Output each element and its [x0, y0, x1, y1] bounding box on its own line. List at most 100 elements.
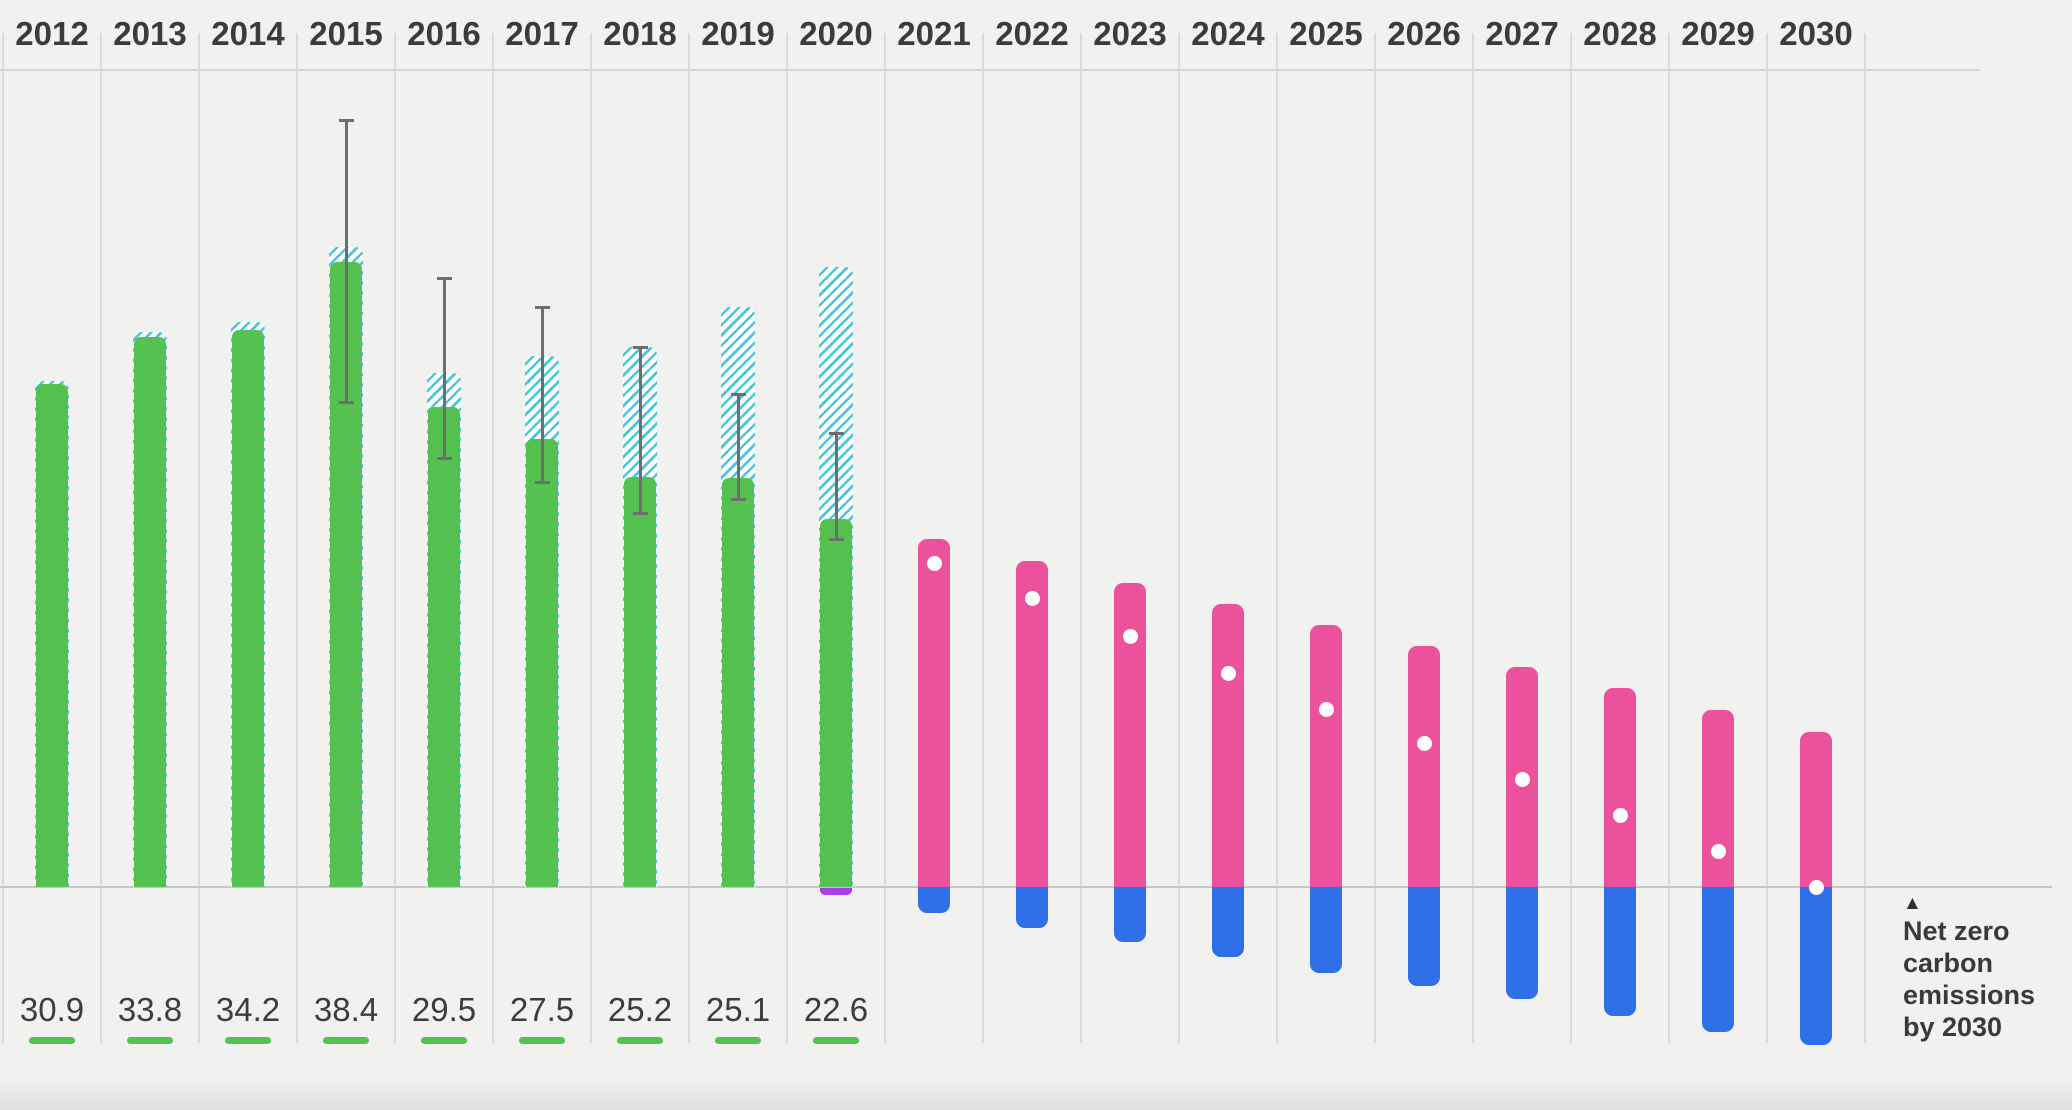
historical-emissions-bar	[134, 336, 166, 887]
error-whisker-cap-top	[338, 119, 354, 123]
projected-emissions-bar	[918, 538, 950, 887]
net-emissions-dot	[926, 555, 942, 571]
net-emissions-dot	[1514, 772, 1530, 788]
projected-emissions-bar	[1212, 603, 1244, 887]
error-whisker-cap-bottom	[534, 481, 550, 485]
year-label-2027: 2027	[1485, 15, 1559, 52]
historical-emissions-bar	[722, 478, 754, 887]
year-label-2013: 2013	[113, 15, 187, 52]
historical-emissions-bar	[820, 519, 852, 887]
year-label-2016: 2016	[407, 15, 481, 52]
net-emissions-dot	[1808, 879, 1824, 895]
error-whisker	[344, 120, 348, 404]
error-whisker	[638, 346, 642, 515]
annotation-line: emissions	[1903, 980, 2036, 1010]
column-gridline	[1766, 33, 1768, 1043]
error-whisker-cap-top	[828, 431, 844, 435]
net-emissions-dot	[1416, 736, 1432, 752]
column-gridline	[786, 33, 788, 1043]
year-label-2030: 2030	[1779, 15, 1853, 52]
value-label-2017: 27.5	[509, 991, 575, 1028]
net-emissions-dot	[1122, 628, 1138, 644]
column-gridline	[1472, 33, 1474, 1043]
annotation-line: Net zero	[1903, 916, 2010, 946]
error-whisker-cap-bottom	[632, 512, 648, 516]
error-whisker-cap-top	[632, 345, 648, 349]
historical-emissions-bar	[36, 383, 68, 887]
column-gridline	[688, 33, 690, 1043]
year-label-2012: 2012	[15, 15, 89, 52]
year-label-2014: 2014	[211, 15, 285, 52]
column-gridline	[1374, 33, 1376, 1043]
carbon-removals-bar	[1604, 887, 1636, 1016]
projected-emissions-bar	[1604, 688, 1636, 887]
value-underline	[715, 1037, 761, 1044]
value-label-2014: 34.2	[215, 991, 281, 1028]
carbon-removals-bar	[1016, 887, 1048, 928]
year-label-2022: 2022	[995, 15, 1069, 52]
error-whisker-cap-bottom	[436, 456, 452, 460]
value-underline	[617, 1037, 663, 1044]
error-whisker	[540, 307, 544, 484]
column-gridline	[1276, 33, 1278, 1043]
error-whisker	[736, 393, 740, 500]
value-label-2020: 22.6	[803, 991, 869, 1028]
value-label-2018: 25.2	[607, 991, 673, 1028]
column-gridline	[198, 33, 200, 1043]
carbon-removals-bar	[1310, 887, 1342, 974]
year-label-2015: 2015	[309, 15, 383, 52]
annotation-line: by 2030	[1903, 1012, 2003, 1042]
column-gridline	[1178, 33, 1180, 1043]
year-label-2023: 2023	[1093, 15, 1167, 52]
projected-emissions-bar	[1702, 709, 1734, 887]
carbon-removals-bar	[1212, 887, 1244, 957]
column-gridline	[1570, 33, 1572, 1043]
error-whisker-cap-bottom	[828, 538, 844, 542]
value-label-2012: 30.9	[19, 991, 85, 1028]
projected-emissions-bar	[1310, 624, 1342, 887]
column-gridline	[982, 33, 984, 1043]
error-whisker-cap-top	[534, 306, 550, 310]
annotation-line: carbon	[1903, 948, 1994, 978]
projected-emissions-bar	[1408, 646, 1440, 887]
year-label-2029: 2029	[1681, 15, 1755, 52]
net-emissions-dot	[1318, 702, 1334, 718]
net-emissions-dot	[1024, 591, 1040, 607]
column-gridline	[394, 33, 396, 1043]
value-label-2016: 29.5	[411, 991, 477, 1028]
error-whisker	[442, 278, 446, 459]
value-underline	[225, 1037, 271, 1044]
year-label-2026: 2026	[1387, 15, 1461, 52]
value-underline	[127, 1037, 173, 1044]
bottom-fade	[0, 1076, 2072, 1110]
year-label-2018: 2018	[603, 15, 677, 52]
column-gridline	[884, 33, 886, 1043]
net-emissions-dot	[1612, 807, 1628, 823]
error-whisker-cap-bottom	[730, 497, 746, 501]
carbon-removals-bar	[1702, 887, 1734, 1032]
carbon-removals-bar	[1408, 887, 1440, 987]
value-label-2019: 25.1	[705, 991, 771, 1028]
year-label-2020: 2020	[799, 15, 873, 52]
historical-emissions-bar	[624, 476, 656, 887]
triangle-up-icon: ▲	[1903, 893, 1922, 914]
error-whisker-cap-top	[436, 277, 452, 281]
value-underline	[421, 1037, 467, 1044]
year-label-2017: 2017	[505, 15, 579, 52]
annotation-net-zero: ▲ Net zero carbon emissions by 2030	[1903, 893, 2071, 1043]
value-label-2013: 33.8	[117, 991, 183, 1028]
value-underline	[29, 1037, 75, 1044]
value-underline	[813, 1037, 859, 1044]
historical-emissions-bar	[428, 406, 460, 887]
year-label-2028: 2028	[1583, 15, 1657, 52]
value-underline	[323, 1037, 369, 1044]
carbon-removals-bar	[1800, 887, 1832, 1045]
column-gridline	[2, 33, 4, 1043]
year-label-2019: 2019	[701, 15, 775, 52]
carbon-removals-bar	[918, 887, 950, 914]
column-gridline	[1668, 33, 1670, 1043]
value-label-2015: 38.4	[313, 991, 379, 1028]
historical-emissions-bar	[232, 330, 264, 887]
year-label-2021: 2021	[897, 15, 971, 52]
